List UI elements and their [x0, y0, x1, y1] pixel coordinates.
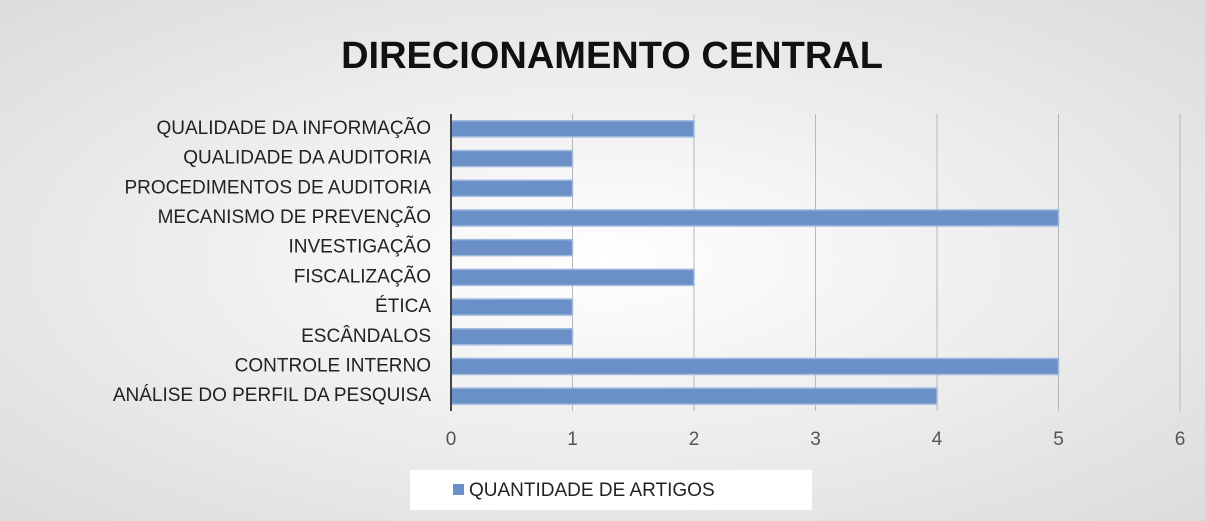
legend-swatch	[453, 484, 464, 495]
bar	[450, 120, 695, 138]
x-tick-label: 4	[932, 429, 943, 450]
y-tick-label: QUALIDADE DA AUDITORIA	[183, 148, 431, 169]
x-tick-label: 6	[1175, 429, 1186, 450]
bar	[450, 327, 574, 346]
y-tick-label: ÉTICA	[375, 296, 431, 317]
x-tick-label: 2	[689, 429, 700, 450]
bar	[450, 268, 695, 287]
bar	[450, 179, 574, 198]
bar	[450, 357, 1060, 376]
y-tick-label: CONTROLE INTERNO	[235, 355, 431, 376]
bar	[450, 149, 574, 168]
bar	[450, 298, 574, 316]
y-tick-label: ANÁLISE DO PERFIL DA PESQUISA	[113, 385, 432, 406]
y-tick-label: QUALIDADE DA INFORMAÇÃO	[157, 117, 432, 139]
y-tick-label: MECANISMO DE PREVENÇÃO	[158, 206, 431, 228]
y-tick-label: INVESTIGAÇÃO	[288, 236, 431, 258]
legend-box	[410, 470, 812, 510]
y-tick-label: FISCALIZAÇÃO	[294, 265, 431, 287]
bar	[450, 238, 574, 257]
chart-title: DIRECIONAMENTO CENTRAL	[341, 35, 883, 77]
x-tick-label: 0	[446, 429, 457, 450]
x-tick-label: 5	[1053, 429, 1064, 450]
bar	[450, 209, 1060, 227]
bar	[450, 387, 938, 405]
x-tick-label: 1	[567, 429, 578, 450]
legend-label: QUANTIDADE DE ARTIGOS	[469, 480, 715, 501]
x-tick-label: 3	[810, 429, 821, 450]
y-tick-label: ESCÂNDALOS	[301, 325, 431, 347]
y-tick-label: PROCEDIMENTOS DE AUDITORIA	[124, 177, 431, 198]
